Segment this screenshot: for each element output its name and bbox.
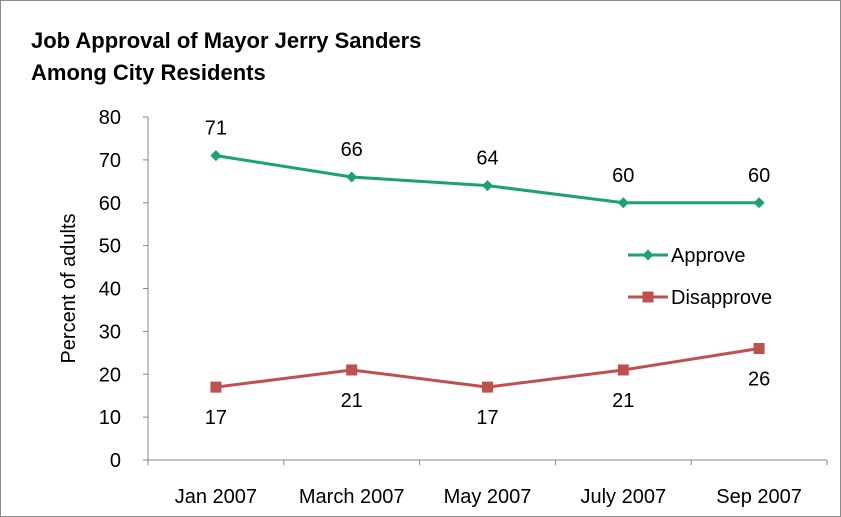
legend-label: Disapprove — [671, 287, 772, 309]
data-label: 17 — [476, 407, 498, 429]
data-label: 21 — [341, 390, 363, 412]
y-tick-label: 60 — [99, 193, 121, 215]
data-point-marker — [753, 343, 765, 355]
legend-marker — [642, 291, 654, 303]
y-tick-label: 30 — [99, 321, 121, 343]
chart-title: Job Approval of Mayor Jerry Sanders Amon… — [31, 25, 421, 89]
y-tick-label: 40 — [99, 279, 121, 301]
x-tick-label: Jan 2007 — [175, 486, 257, 508]
data-point-marker — [617, 364, 629, 376]
y-tick-label: 80 — [99, 107, 121, 129]
legend-marker — [642, 249, 654, 261]
y-axis-tick-labels: 0 10 20 30 40 50 60 70 80 — [99, 107, 121, 472]
x-tick-label: July 2007 — [580, 486, 666, 508]
data-point-marker — [346, 171, 358, 183]
data-label: 60 — [612, 165, 634, 187]
data-label: 71 — [205, 118, 227, 140]
chart-axes — [143, 116, 828, 465]
data-label: 17 — [205, 407, 227, 429]
data-point-marker — [210, 381, 222, 393]
y-tick-label: 50 — [99, 236, 121, 258]
y-tick-label: 0 — [110, 450, 121, 472]
data-point-marker — [753, 197, 765, 209]
data-label: 66 — [341, 139, 363, 161]
legend-label: Approve — [671, 245, 746, 267]
y-tick-label: 10 — [99, 407, 121, 429]
legend-item-disapprove: Disapprove — [628, 287, 772, 309]
x-tick-label: Sep 2007 — [716, 486, 802, 508]
data-label: 64 — [476, 148, 498, 170]
data-label: 21 — [612, 390, 634, 412]
data-label: 26 — [748, 369, 770, 391]
x-tick-label: March 2007 — [299, 486, 405, 508]
data-point-marker — [482, 180, 493, 192]
data-label: 60 — [748, 165, 770, 187]
series-disapprove: 17 21 17 21 26 — [205, 343, 770, 429]
data-point-marker — [346, 364, 358, 376]
series-line — [215, 347, 760, 389]
data-point-marker — [617, 197, 629, 209]
y-axis-label: Percent of adults — [58, 213, 80, 363]
y-tick-label: 70 — [99, 150, 121, 172]
x-axis-tick-labels: Jan 2007 March 2007 May 2007 July 2007 Sep 2… — [175, 486, 802, 508]
data-point-marker — [482, 381, 493, 393]
legend-item-approve: Approve — [628, 245, 746, 267]
legend: Approve Disapprove — [628, 245, 772, 309]
series-layer: 71 66 64 60 60 17 21 17 21 26 — [205, 118, 770, 430]
chart-title-line-2: Among City Residents — [31, 60, 266, 85]
series-approve: 71 66 64 60 60 — [205, 118, 770, 209]
y-tick-label: 20 — [99, 364, 121, 386]
data-point-marker — [210, 150, 222, 162]
chart-title-line-1: Job Approval of Mayor Jerry Sanders — [31, 28, 422, 53]
x-tick-label: May 2007 — [444, 486, 532, 508]
